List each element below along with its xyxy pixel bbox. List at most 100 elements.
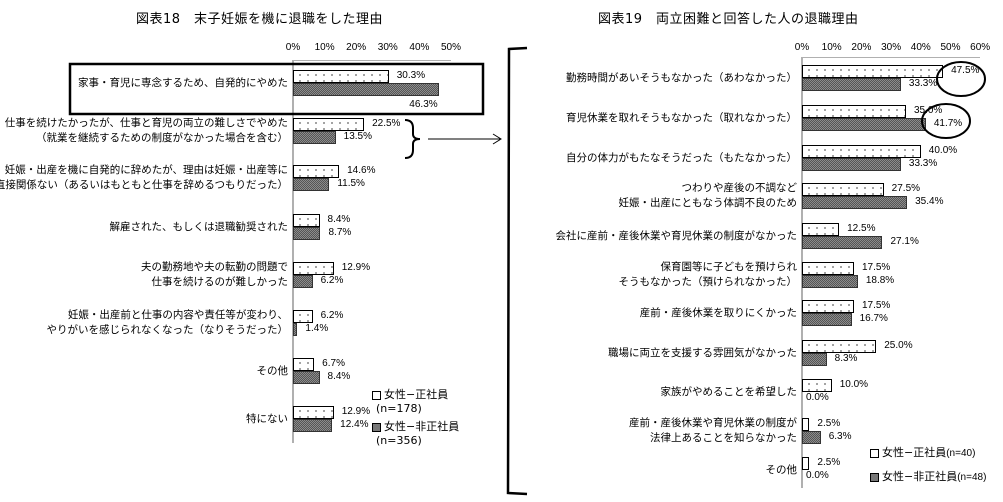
bar-non-regular-employee (293, 323, 298, 336)
bar-regular-employee (293, 262, 334, 275)
legend-label: 女性−非正社員 (384, 420, 460, 433)
category-label: その他 (256, 364, 289, 377)
category-label: 職場に両立を支援する雰囲気がなかった (608, 346, 797, 359)
axis-top-line (802, 57, 980, 58)
bar-regular-employee (293, 165, 340, 178)
value-label: 35.4% (915, 196, 944, 207)
category-label: 産前・産後休業や育児休業の制度が (629, 417, 797, 429)
category-label: 家事・育児に専念するため、自発的にやめた (78, 76, 288, 89)
value-label: 1.4% (305, 323, 329, 334)
legend-label: 女性−正社員 (882, 446, 947, 459)
value-label: 22.5% (372, 118, 401, 129)
bar-regular-employee (802, 262, 854, 275)
legend-swatch (372, 390, 381, 400)
category-label: 保育園等に子どもを預けられ (660, 261, 798, 273)
value-label: 6.2% (320, 275, 344, 286)
bar-non-regular-employee (802, 118, 926, 131)
legend-swatch (870, 448, 879, 458)
value-label: 12.4% (340, 419, 369, 430)
legend-sample-size: (n=40) (946, 448, 976, 459)
bar-regular-employee (802, 183, 884, 196)
value-label: 17.5% (861, 262, 891, 273)
bar-non-regular-employee (802, 236, 883, 249)
bar-non-regular-employee (293, 83, 440, 96)
bar-regular-employee (802, 65, 944, 78)
value-label: 46.3% (409, 99, 438, 110)
value-label: 14.6% (347, 165, 376, 176)
axis-tick-label: 30% (881, 42, 902, 53)
bar-regular-employee (802, 340, 877, 353)
category-label: 育児休業を取れそうもなかった（取れなかった） (566, 111, 797, 124)
axis-tick-label: 40% (910, 42, 931, 53)
category-label: 仕事を続けるのが難しかった (151, 276, 289, 288)
bar-regular-employee (802, 145, 921, 158)
legend-item: 女性−正社員(n=40) (870, 444, 975, 460)
category-label: 解雇された、もしくは退職勧奨された (109, 220, 289, 233)
value-label: 35.0% (913, 105, 943, 116)
bar-non-regular-employee (802, 275, 858, 288)
value-label: 47.5% (951, 65, 980, 76)
axis-top-line (293, 60, 451, 61)
bar-regular-employee (802, 300, 854, 313)
category-label: 法律上あることを知らなかった (650, 432, 797, 444)
value-label: 16.7% (859, 313, 888, 324)
left-bracket (506, 46, 528, 496)
bar-regular-employee (293, 70, 389, 83)
bar-non-regular-employee (293, 227, 321, 240)
bar-non-regular-employee (802, 78, 901, 91)
axis-tick-label: 30% (377, 42, 398, 53)
legend-label: 女性−非正社員 (882, 470, 958, 483)
value-label: 13.5% (343, 131, 373, 142)
axis-tick-label: 10% (821, 42, 842, 53)
bar-regular-employee (802, 418, 810, 431)
axis-tick-label: 20% (851, 42, 872, 53)
bar-non-regular-employee (802, 158, 901, 171)
category-label: やりがいを感じられなくなった（なりそうだった） (46, 324, 289, 336)
legend-label: 女性−正社員 (384, 388, 449, 401)
value-label: 25.0% (884, 340, 913, 351)
category-label: 仕事を続けたかったが、仕事と育児の両立の難しさでやめた (4, 117, 288, 129)
category-label: そうもなかった（預けられなかった） (618, 276, 798, 288)
value-label: 12.9% (341, 406, 371, 417)
value-label: 27.5% (891, 183, 921, 194)
value-label: 17.5% (861, 300, 891, 311)
category-label: 直接関係ない（あるいはもともと仕事を辞めるつもりだった） (0, 179, 288, 191)
value-label: 40.0% (928, 145, 958, 156)
category-label: 夫の勤務地や夫の転勤の問題で (141, 261, 288, 273)
bar-non-regular-employee (293, 275, 313, 288)
value-label: 33.3% (908, 158, 938, 169)
chart-title: 図表18 末子妊娠を機に退職をした理由 (136, 12, 384, 27)
bar-regular-employee (802, 457, 810, 470)
bar-non-regular-employee (293, 419, 333, 432)
legend-sample-size: (n=48) (957, 472, 987, 483)
category-label: 会社に産前・産後休業や育児休業の制度がなかった (555, 229, 798, 242)
category-label: 妊娠・出産にともなう体調不良のため (618, 197, 798, 209)
legend-item: 女性−正社員 (372, 386, 448, 402)
curly-brace-icon (404, 119, 421, 159)
category-label: 特にない (246, 412, 288, 425)
category-label: 妊娠・出産を機に自発的に辞めたが、理由は妊娠・出産等に (4, 164, 288, 176)
bar-regular-employee (802, 379, 832, 392)
bar-regular-employee (802, 223, 840, 236)
bar-non-regular-employee (293, 178, 330, 191)
arrow-head-icon (492, 133, 502, 145)
value-label: 41.7% (933, 118, 963, 129)
category-label: その他 (765, 463, 798, 476)
bar-non-regular-employee (293, 371, 320, 384)
legend-swatch (870, 472, 879, 482)
value-label: 6.3% (828, 431, 852, 442)
value-label: 8.3% (834, 353, 858, 364)
axis-tick-label: 10% (314, 42, 335, 53)
value-label: 8.7% (328, 227, 352, 238)
legend-item: 女性−非正社員 (372, 418, 459, 434)
legend-sample-size: (n=356) (376, 434, 422, 447)
value-label: 11.5% (337, 178, 365, 189)
axis-tick-label: 50% (440, 42, 462, 53)
axis-tick-label: 50% (940, 42, 961, 53)
value-label: 6.7% (322, 358, 345, 369)
legend-swatch (372, 422, 381, 432)
bar-regular-employee (802, 105, 906, 118)
bar-regular-employee (293, 310, 313, 323)
category-label: 妊娠・出産前と仕事の内容や責任等が変わり、 (67, 309, 288, 321)
value-label: 6.2% (320, 310, 344, 321)
